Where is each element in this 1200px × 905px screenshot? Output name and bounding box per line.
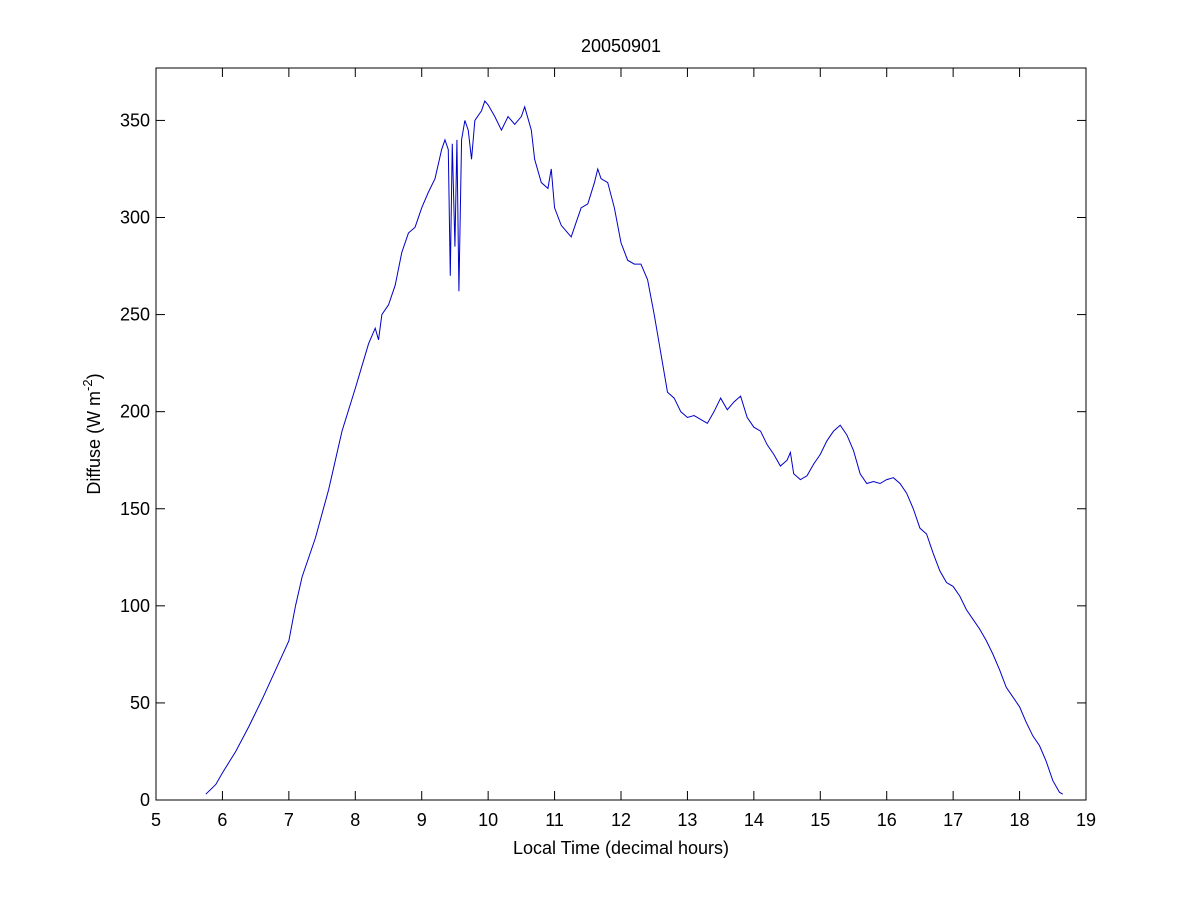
y-tick-label: 0 (140, 790, 150, 810)
y-tick-label: 200 (120, 402, 150, 422)
chart-title: 20050901 (581, 36, 661, 56)
y-axis-label: Diffuse (W m-2) (80, 373, 104, 494)
x-tick-label: 17 (943, 810, 963, 830)
x-tick-label: 8 (350, 810, 360, 830)
x-tick-label: 15 (810, 810, 830, 830)
x-tick-label: 14 (744, 810, 764, 830)
y-tick-label: 300 (120, 208, 150, 228)
x-tick-label: 11 (545, 810, 564, 830)
y-label-text: Diffuse (W m (84, 391, 104, 495)
data-line (205, 100, 1064, 795)
y-tick-label: 150 (120, 499, 150, 519)
x-tick-label: 6 (217, 810, 227, 830)
y-tick-label: 350 (120, 110, 150, 130)
y-tick-label: 250 (120, 305, 150, 325)
y-label-sup: -2 (80, 379, 95, 391)
x-tick-label: 19 (1076, 810, 1096, 830)
x-tick-label: 13 (677, 810, 697, 830)
x-tick-label: 16 (877, 810, 897, 830)
x-tick-label: 7 (284, 810, 294, 830)
y-label-tail: ) (84, 373, 104, 379)
x-tick-label: 18 (1010, 810, 1030, 830)
x-tick-label: 10 (478, 810, 498, 830)
x-axis-label: Local Time (decimal hours) (513, 838, 729, 858)
y-tick-label: 100 (120, 596, 150, 616)
x-tick-label: 9 (417, 810, 427, 830)
x-tick-label: 5 (151, 810, 161, 830)
x-tick-label: 12 (611, 810, 631, 830)
y-tick-label: 50 (130, 693, 150, 713)
plot-area (155, 67, 1087, 801)
